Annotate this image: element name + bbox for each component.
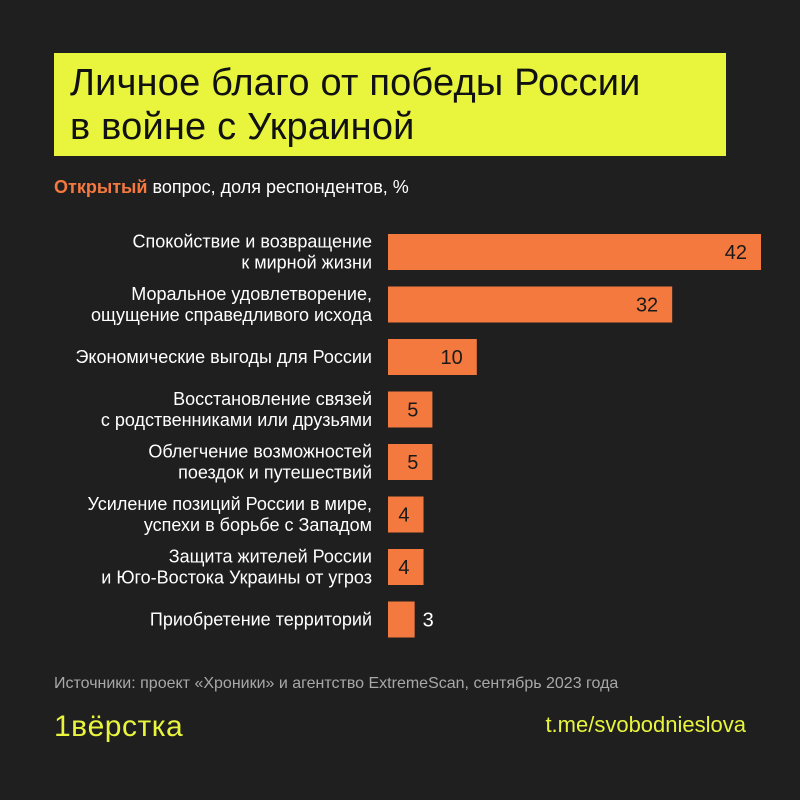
bar-1 xyxy=(388,286,673,323)
category-label-3: Восстановление связей с родственниками ил… xyxy=(101,389,372,430)
category-label-line: Защита жителей России xyxy=(169,547,372,567)
category-label-line: с родственниками или друзьями xyxy=(101,410,372,430)
category-label-2: Экономические выгоды для России xyxy=(75,347,372,367)
bar-3 xyxy=(388,391,433,428)
bar-6 xyxy=(388,549,424,585)
category-label-line: к мирной жизни xyxy=(241,253,372,273)
category-label-line: успехи в борьбе с Западом xyxy=(144,515,372,535)
value-label-5: 4 xyxy=(398,505,409,527)
bar-2 xyxy=(388,339,477,375)
category-label-line: Усиление позиций России в мире, xyxy=(88,494,372,514)
category-label-line: поездок и путешествий xyxy=(178,463,372,483)
chart-title-line-2: в войне с Украиной xyxy=(70,106,415,148)
category-label-1: Моральное удовлетворение, ощущение справе… xyxy=(91,284,373,325)
category-label-line: ощущение справедливого исхода xyxy=(91,305,373,325)
value-label-4: 5 xyxy=(407,452,418,474)
value-label-6: 4 xyxy=(398,557,409,579)
subtitle-accent: Открытый xyxy=(54,177,148,197)
value-label-3: 5 xyxy=(407,400,418,422)
chart-title-line-1: Личное благо от победы России xyxy=(70,62,641,104)
bar-5 xyxy=(388,496,424,533)
bar-7 xyxy=(388,601,415,638)
category-label-line: Моральное удовлетворение, xyxy=(131,284,372,304)
category-label-7: Приобретение территорий xyxy=(150,610,372,630)
category-label-line: Восстановление связей xyxy=(173,389,372,409)
category-label-line: Спокойствие и возвращение xyxy=(133,232,372,252)
chart-subtitle: Открытый вопрос, доля респондентов, % xyxy=(54,175,409,199)
category-label-0: Спокойствие и возвращение к мирной жизни xyxy=(133,232,372,273)
category-label-line: Облегчение возможностей xyxy=(148,442,372,462)
category-label-line: и Юго-Востока Украины от угроз xyxy=(101,568,372,588)
subtitle-rest: вопрос, доля респондентов, % xyxy=(147,177,409,197)
category-label-4: Облегчение возможностей поездок и путешес… xyxy=(148,442,372,483)
category-label-line: Приобретение территорий xyxy=(150,610,372,630)
bar-4 xyxy=(388,444,433,480)
channel-link[interactable]: t.me/svobodnieslova xyxy=(545,712,746,737)
category-label-line: Экономические выгоды для России xyxy=(75,347,372,367)
value-label-0: 42 xyxy=(725,242,747,264)
category-label-5: Усиление позиций России в мире, успехи в … xyxy=(88,494,372,535)
value-label-7: 3 xyxy=(423,610,434,632)
value-label-2: 10 xyxy=(441,347,463,369)
source-note: Источники: проект «Хроники» и агентство … xyxy=(54,675,619,692)
title-box: Личное благо от победы России в войне с … xyxy=(54,53,726,156)
value-label-1: 32 xyxy=(636,295,658,317)
category-label-6: Защита жителей России и Юго-Востока Украи… xyxy=(101,547,372,588)
bar-0 xyxy=(388,234,761,270)
verstka-logo: 1вёрстка xyxy=(54,710,184,743)
